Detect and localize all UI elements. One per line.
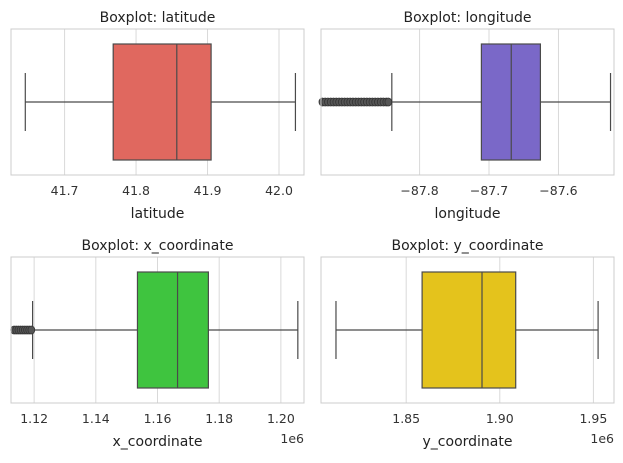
x-tick-label: 1.16: [144, 411, 172, 426]
plot-frame: [320, 256, 615, 404]
iqr-box: [136, 271, 209, 389]
outlier-point: [27, 325, 36, 335]
x-axis-label: x_coordinate: [113, 434, 203, 450]
x-tick-label: 1.95: [579, 411, 607, 426]
plot-frame: [10, 28, 305, 176]
x-axis-label: y_coordinate: [423, 434, 513, 450]
x-tick-label: 1.85: [392, 411, 420, 426]
iqr-box: [112, 43, 212, 161]
x-tick-label: 41.9: [194, 183, 222, 198]
chart-title: Boxplot: y_coordinate: [392, 238, 544, 254]
x-tick-label: 1.20: [267, 411, 295, 426]
x-tick-label: −87.8: [400, 183, 438, 198]
x-axis-label: longitude: [435, 206, 501, 222]
x-tick-label: 42.0: [265, 183, 293, 198]
x-tick-label: 1.90: [486, 411, 514, 426]
boxplot-panel: 1.85 1.90 1.95 Boxplot: y_coordinate y_coord…: [320, 238, 615, 450]
boxplot-panel: 41.7 41.8 41.9 42.0 Boxplot: latitude latitud…: [10, 10, 305, 222]
x-tick-label: 1.14: [82, 411, 110, 426]
x-tick-label: 41.7: [51, 183, 79, 198]
x-tick-label: −87.7: [470, 183, 508, 198]
chart-title: Boxplot: longitude: [404, 10, 532, 26]
x-tick-label: 1.12: [20, 411, 48, 426]
outlier-point: [384, 97, 393, 107]
chart-title: Boxplot: x_coordinate: [82, 238, 234, 254]
boxplot-panel: 1.12 1.14 1.16 1.18 1.20 Boxplot: x_coordinat…: [10, 238, 305, 450]
x-tick-label: 41.8: [122, 183, 150, 198]
x-tick-label: −87.6: [539, 183, 577, 198]
chart-title: Boxplot: latitude: [100, 10, 216, 26]
x-axis-label: latitude: [131, 206, 185, 222]
axis-offset-label: 1e6: [590, 431, 614, 446]
plot-frame: [320, 28, 615, 176]
iqr-box: [421, 271, 517, 389]
plot-frame: [10, 256, 305, 404]
axis-offset-label: 1e6: [280, 431, 304, 446]
x-tick-label: 1.18: [205, 411, 233, 426]
boxplot-panel: −87.8 −87.7 −87.6 Boxplot: longitude longitu…: [318, 10, 615, 222]
